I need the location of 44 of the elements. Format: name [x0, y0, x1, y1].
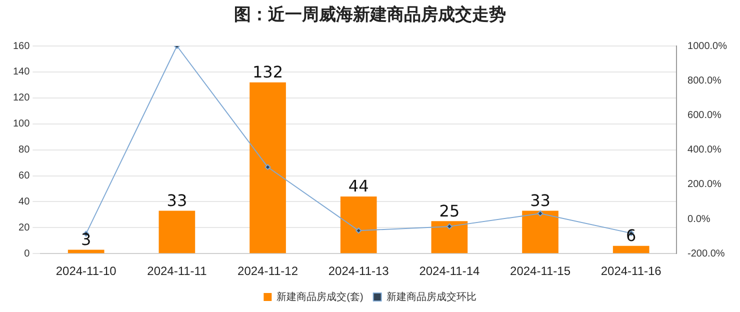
- bar: [612, 246, 650, 254]
- x-tick-label: 2024-11-14: [419, 264, 480, 278]
- data-label: 3: [81, 230, 92, 249]
- bar: [431, 221, 468, 254]
- bar: [250, 82, 286, 254]
- x-tick-label: 2024-11-12: [238, 264, 298, 278]
- y-tick-label: 160: [12, 40, 30, 52]
- data-label: 25: [439, 201, 460, 220]
- y-tick-label: 60: [18, 170, 30, 182]
- point: [446, 223, 452, 230]
- y-tick-label: 0: [24, 248, 30, 260]
- point: [537, 210, 544, 216]
- bar: [158, 210, 196, 254]
- x-tick-label: 2024-11-13: [328, 264, 390, 278]
- x-tick-label: 2024-11-15: [510, 264, 571, 278]
- data-label: 44: [348, 176, 369, 196]
- bar: [68, 250, 104, 254]
- data-label: 33: [166, 190, 188, 210]
- bar: [340, 196, 377, 254]
- data-label: 33: [530, 190, 550, 210]
- y2-tick-label: -200.0%: [688, 248, 725, 260]
- y2-tick-label: 1000.0%: [688, 40, 728, 52]
- data-label: 132: [252, 62, 284, 82]
- y2-tick-label: 800.0%: [688, 75, 722, 86]
- x-tick-label: 2024-11-11: [147, 264, 208, 278]
- legend-label: 新建商品房成交(套): [276, 290, 364, 303]
- y-tick-label: 120: [12, 92, 30, 104]
- y2-tick-label: 200.0%: [688, 179, 722, 190]
- x-tick-label: 2024-11-10: [56, 264, 117, 278]
- point: [356, 228, 362, 234]
- y-tick-label: 20: [18, 222, 30, 234]
- x-tick-label: 2024-11-16: [600, 264, 662, 278]
- point: [264, 164, 271, 170]
- y-tick-label: 100: [12, 118, 30, 130]
- y2-tick-label: 0.0%: [688, 214, 710, 225]
- y-tick-label: 140: [12, 66, 30, 78]
- y-tick-label: 80: [18, 144, 30, 156]
- y-tick-label: 40: [18, 196, 30, 208]
- y2-tick-label: 400.0%: [688, 144, 722, 156]
- data-label: 6: [626, 226, 636, 245]
- legend-label: 新建商品房成交环比: [386, 290, 476, 303]
- y2-tick-label: 600.0%: [688, 110, 722, 121]
- bar: [522, 210, 558, 254]
- chart-title: 图：近一周威海新建商品房成交走势: [233, 4, 507, 27]
